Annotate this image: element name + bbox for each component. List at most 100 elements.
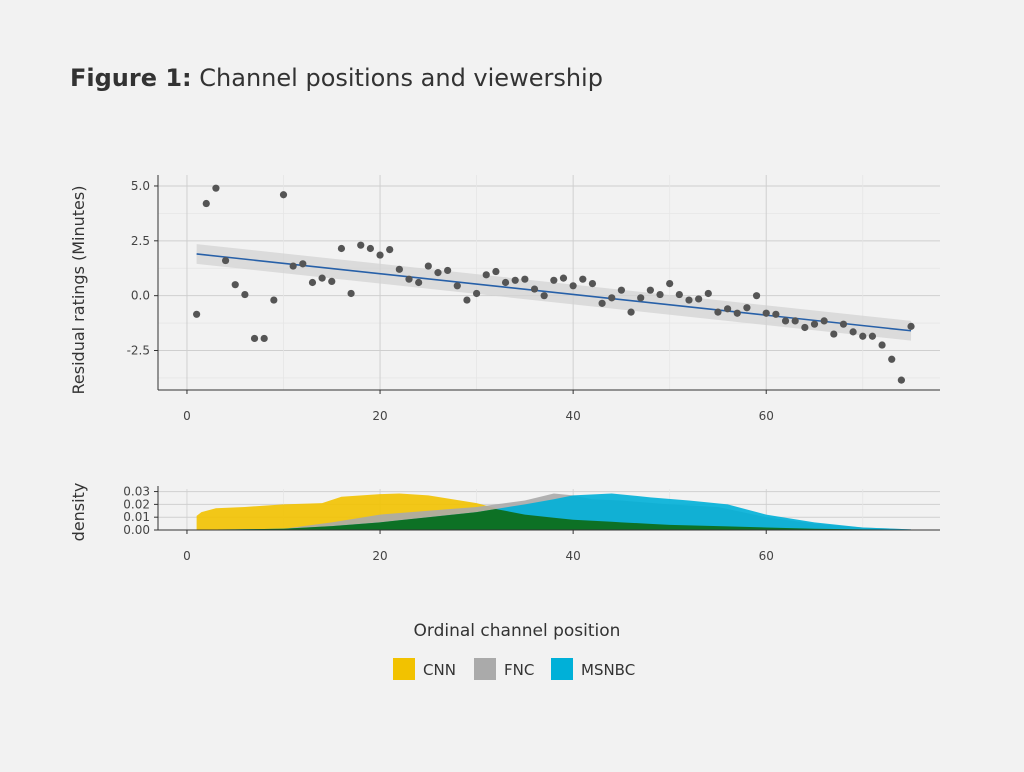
scatter-y-axis-title: Residual ratings (Minutes) [69,186,88,395]
data-point [405,275,413,283]
legend-label-fnc: FNC [504,661,534,679]
y-tick-label: 5.0 [131,179,150,193]
figure-title-text: Channel positions and viewership [199,64,603,92]
data-point [492,267,500,276]
data-point [801,323,809,332]
x-axis-title: Ordinal channel position [414,621,621,641]
data-point [675,290,683,299]
data-point [366,244,374,253]
data-point [279,191,288,199]
y-tick-label: 0.00 [123,523,150,537]
data-point [453,282,461,290]
data-point [772,310,780,318]
data-point [270,296,278,304]
figure-title: Figure 1: Channel positions and viewersh… [70,64,603,92]
scatter-y-ticks: 5.0 2.5 0.0 -2.5 [127,179,158,358]
data-point [193,310,201,318]
data-point [878,341,886,349]
y-tick-label: 0.02 [123,497,150,511]
data-point [386,245,394,254]
density-area-msnbc [196,493,912,530]
density-areas [196,493,912,530]
y-tick-label: 2.5 [131,234,150,248]
density-y-ticks: 0.000.010.020.03 [123,485,158,537]
data-point [337,244,346,253]
data-point [212,184,220,192]
data-point [598,299,606,307]
data-point [695,295,703,303]
data-point [444,266,452,275]
data-point [511,276,519,284]
x-tick-label: 60 [759,409,774,423]
legend-swatch-msnbc [551,658,573,680]
y-tick-label: 0.01 [123,510,150,524]
data-point [569,282,577,290]
data-point [357,241,365,249]
data-point [752,292,761,300]
data-point [521,275,529,283]
data-point [289,262,297,270]
data-point [540,292,548,300]
data-point [685,296,693,304]
data-point [530,285,539,293]
data-point [724,305,732,313]
data-point [820,317,828,325]
data-point [849,328,857,336]
data-point [646,286,654,294]
data-point [260,334,268,343]
data-point [550,276,558,284]
data-point [617,286,626,294]
data-point [559,274,568,282]
data-point [424,262,432,270]
legend-swatch-fnc [474,658,496,680]
data-point [781,317,790,325]
x-tick-label: 60 [759,549,774,563]
data-point [463,296,471,304]
data-point [328,277,336,286]
data-point [762,309,770,317]
figure-label: Figure 1: [70,64,192,92]
data-point [810,320,819,328]
data-point [888,355,896,363]
scatter-points [193,184,915,384]
data-point [830,330,838,338]
data-point [704,289,712,298]
x-tick-label: 0 [183,549,191,563]
data-point [656,290,664,299]
data-point [241,290,249,299]
legend-label-cnn: CNN [423,661,456,679]
x-tick-label: 40 [565,409,580,423]
data-point [347,289,355,298]
data-point [482,271,490,279]
scatter-x-ticks: 0 20 40 60 [183,390,774,423]
data-point [299,260,307,268]
data-point [897,376,905,384]
density-overlap-area [196,508,912,530]
data-point [791,317,799,325]
data-point [733,309,741,317]
data-point [743,304,751,312]
legend-label-msnbc: MSNBC [581,661,635,679]
data-point [202,199,210,208]
data-point [588,279,597,288]
data-point [395,265,403,273]
y-tick-label: 0.0 [131,289,150,303]
data-point [627,308,635,316]
data-point [839,320,848,328]
data-point [907,322,915,330]
data-point [472,289,481,298]
data-point [666,279,674,288]
data-point [501,278,510,287]
data-point [637,294,645,302]
legend-swatch-cnn [393,658,415,680]
data-point [308,278,317,287]
data-point [579,275,587,283]
data-point [868,332,877,340]
y-tick-label: -2.5 [127,344,150,358]
data-point [859,332,867,340]
x-tick-label: 20 [372,549,387,563]
density-panel: 0 20 40 60 0.000.010.020.03 density [69,483,940,563]
data-point [434,269,442,277]
